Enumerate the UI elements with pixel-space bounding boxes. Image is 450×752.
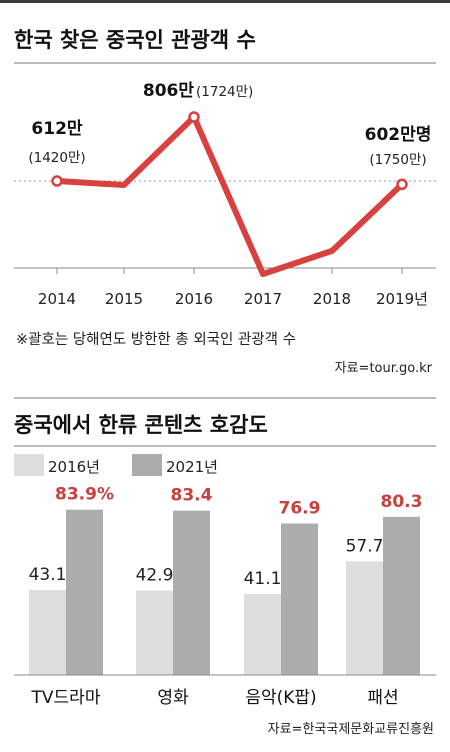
bar xyxy=(173,510,210,675)
category-label: 패션 xyxy=(367,688,398,708)
legend-label: 2021년 xyxy=(166,458,218,476)
data-labels: 612만 (1420만) 806만 (1724만) 602만명 (1750만) xyxy=(28,81,431,168)
bar-value-label: 43.1 xyxy=(29,565,67,585)
x-tick-label: 2016 xyxy=(175,290,213,308)
x-tick-labels: 2014 2015 2016 2017 2018 2019년 xyxy=(38,290,428,308)
bar xyxy=(29,590,66,675)
data-label-sub: (1420만) xyxy=(28,150,85,166)
bar xyxy=(281,523,318,675)
data-point xyxy=(396,178,408,191)
data-label-sub: (1750만) xyxy=(369,152,426,168)
x-tick-label: 2017 xyxy=(244,290,282,308)
data-points xyxy=(51,111,408,191)
series-line xyxy=(54,114,405,277)
data-label: 806만 xyxy=(143,81,194,101)
line-chart-title: 한국 찾은 중국인 관광객 수 xyxy=(14,28,256,52)
category-labels: TV드라마 영화 음악(K팝) 패션 xyxy=(31,688,399,708)
bar-value-label: 76.9 xyxy=(279,498,321,518)
x-ticks xyxy=(56,268,403,274)
x-tick-label: 2014 xyxy=(38,290,76,308)
category-label: TV드라마 xyxy=(31,688,101,708)
line-chart-source: 자료=tour.go.kr xyxy=(335,361,433,376)
bar xyxy=(136,590,173,675)
bar xyxy=(383,516,420,675)
bar-value-label: 42.9 xyxy=(136,565,174,585)
bar-value-label: 80.3 xyxy=(381,492,423,512)
bars xyxy=(29,509,420,675)
data-label-sub: (1724만) xyxy=(196,84,253,100)
bar xyxy=(66,509,103,675)
bar-value-label: 57.7 xyxy=(346,536,384,556)
bar xyxy=(346,561,383,675)
bar-value-label: 83.9% xyxy=(55,485,114,505)
x-tick-label: 2019년 xyxy=(376,290,428,308)
bar-value-label: 41.1 xyxy=(244,569,282,589)
legend: 2016년 2021년 xyxy=(14,454,218,476)
bar-chart-title: 중국에서 한류 콘텐츠 호감도 xyxy=(14,413,268,437)
category-label: 음악(K팝) xyxy=(245,688,316,708)
data-point xyxy=(51,175,63,187)
bar-value-labels: 43.1 83.9% 42.9 83.4 41.1 76.9 57.7 80.3 xyxy=(29,485,423,589)
bar xyxy=(244,594,281,675)
legend-label: 2016년 xyxy=(48,458,100,476)
data-label: 602만명 xyxy=(365,125,432,145)
legend-swatch xyxy=(132,454,162,476)
bar-chart-source: 자료=한국국제문화교류진흥원 xyxy=(268,722,434,737)
category-label: 영화 xyxy=(157,688,189,708)
data-label: 612만 xyxy=(31,119,82,139)
line-chart-note: ※괄호는 당해연도 방한한 총 외국인 관광객 수 xyxy=(16,331,296,348)
bar-value-label: 83.4 xyxy=(171,486,213,506)
x-tick-label: 2015 xyxy=(105,290,143,308)
top-rule xyxy=(0,0,450,3)
data-point xyxy=(188,111,200,123)
x-tick-label: 2018 xyxy=(313,290,351,308)
legend-swatch xyxy=(14,454,44,476)
